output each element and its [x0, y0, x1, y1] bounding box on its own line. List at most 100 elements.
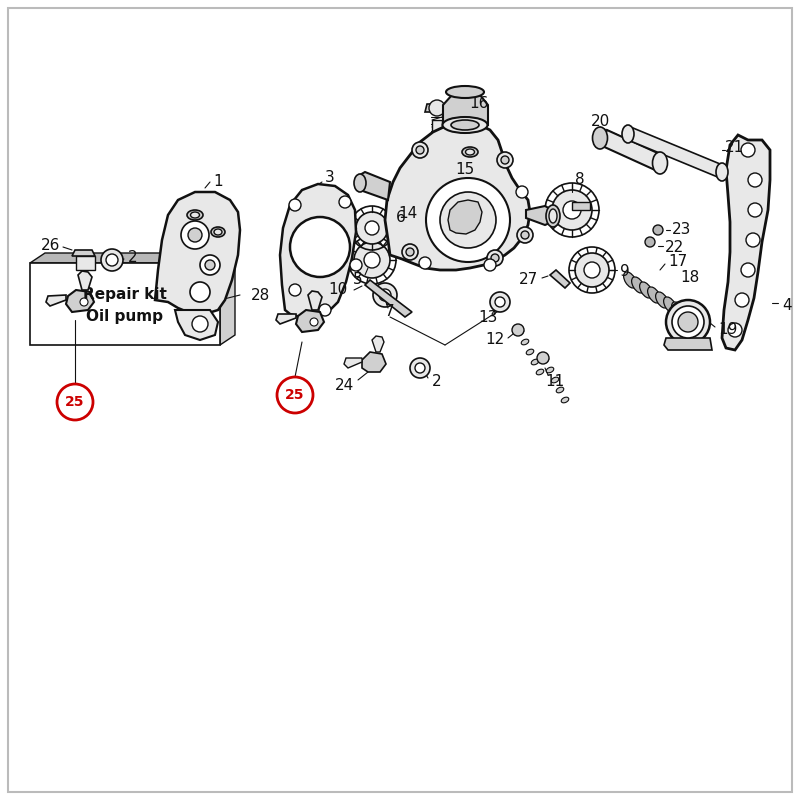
Circle shape: [200, 255, 220, 275]
Circle shape: [490, 292, 510, 312]
Circle shape: [440, 192, 496, 248]
Circle shape: [653, 225, 663, 235]
Circle shape: [516, 186, 528, 198]
Circle shape: [429, 100, 445, 116]
Circle shape: [339, 196, 351, 208]
Ellipse shape: [549, 209, 557, 223]
Ellipse shape: [716, 163, 728, 181]
Circle shape: [364, 252, 380, 268]
Circle shape: [748, 203, 762, 217]
Circle shape: [741, 263, 755, 277]
Ellipse shape: [211, 227, 225, 237]
Circle shape: [416, 146, 424, 154]
Circle shape: [497, 152, 513, 168]
Circle shape: [290, 217, 350, 277]
Text: 9: 9: [620, 265, 630, 279]
Circle shape: [379, 289, 391, 301]
Ellipse shape: [442, 117, 487, 133]
Ellipse shape: [653, 152, 667, 174]
Text: 4: 4: [782, 298, 792, 313]
Polygon shape: [600, 130, 662, 170]
Circle shape: [57, 384, 93, 420]
Circle shape: [373, 283, 397, 307]
Text: 21: 21: [725, 141, 744, 155]
Circle shape: [552, 190, 592, 230]
Text: 23: 23: [672, 222, 691, 238]
Text: 25: 25: [286, 388, 305, 402]
Ellipse shape: [593, 127, 607, 149]
Polygon shape: [362, 352, 386, 372]
Circle shape: [672, 306, 704, 338]
Circle shape: [412, 142, 428, 158]
Circle shape: [735, 293, 749, 307]
Circle shape: [365, 221, 379, 235]
Circle shape: [289, 284, 301, 296]
Ellipse shape: [214, 229, 222, 235]
Polygon shape: [66, 290, 94, 312]
Circle shape: [80, 298, 88, 306]
Circle shape: [501, 156, 509, 164]
Polygon shape: [175, 310, 218, 340]
Circle shape: [356, 212, 388, 244]
Text: 13: 13: [478, 310, 498, 326]
Ellipse shape: [429, 198, 445, 205]
Ellipse shape: [672, 302, 684, 318]
Bar: [76, 256, 95, 270]
Ellipse shape: [546, 205, 560, 227]
Text: 16: 16: [469, 97, 488, 111]
Polygon shape: [30, 253, 235, 263]
Text: 12: 12: [486, 333, 505, 347]
Polygon shape: [385, 122, 530, 270]
Circle shape: [106, 254, 118, 266]
Bar: [432, 120, 442, 162]
Circle shape: [319, 304, 331, 316]
Text: 2: 2: [128, 250, 138, 266]
Text: 28: 28: [250, 287, 270, 302]
Text: 26: 26: [41, 238, 60, 253]
Circle shape: [406, 248, 414, 256]
Text: Repair kit: Repair kit: [83, 286, 167, 302]
Circle shape: [741, 143, 755, 157]
Ellipse shape: [551, 377, 558, 383]
Circle shape: [491, 254, 499, 262]
Polygon shape: [365, 280, 412, 317]
Ellipse shape: [429, 162, 445, 169]
Polygon shape: [425, 104, 449, 112]
Circle shape: [728, 323, 742, 337]
Circle shape: [190, 282, 210, 302]
Ellipse shape: [429, 189, 445, 195]
Text: 25: 25: [66, 395, 85, 409]
Circle shape: [425, 203, 449, 227]
Polygon shape: [664, 338, 712, 350]
Circle shape: [415, 363, 425, 373]
Ellipse shape: [354, 174, 366, 192]
Ellipse shape: [536, 369, 544, 375]
Circle shape: [484, 259, 496, 271]
Text: 6: 6: [396, 210, 406, 226]
Circle shape: [192, 316, 208, 332]
Circle shape: [563, 201, 581, 219]
Ellipse shape: [429, 179, 445, 186]
Ellipse shape: [656, 292, 668, 308]
Ellipse shape: [664, 297, 676, 313]
Text: 20: 20: [590, 114, 610, 130]
Bar: [30, 263, 220, 345]
Text: 8: 8: [575, 173, 585, 187]
Ellipse shape: [542, 357, 549, 363]
Ellipse shape: [187, 210, 203, 220]
Circle shape: [289, 199, 301, 211]
Ellipse shape: [466, 149, 474, 155]
Circle shape: [310, 318, 318, 326]
Text: 3: 3: [325, 170, 335, 186]
Polygon shape: [722, 135, 770, 350]
Circle shape: [205, 260, 215, 270]
Ellipse shape: [526, 349, 534, 355]
Circle shape: [426, 178, 510, 262]
Bar: [572, 202, 590, 210]
Polygon shape: [280, 184, 356, 317]
Circle shape: [181, 221, 209, 249]
Circle shape: [521, 231, 529, 239]
Polygon shape: [46, 295, 66, 306]
Text: 5: 5: [353, 273, 363, 287]
Ellipse shape: [429, 170, 445, 178]
